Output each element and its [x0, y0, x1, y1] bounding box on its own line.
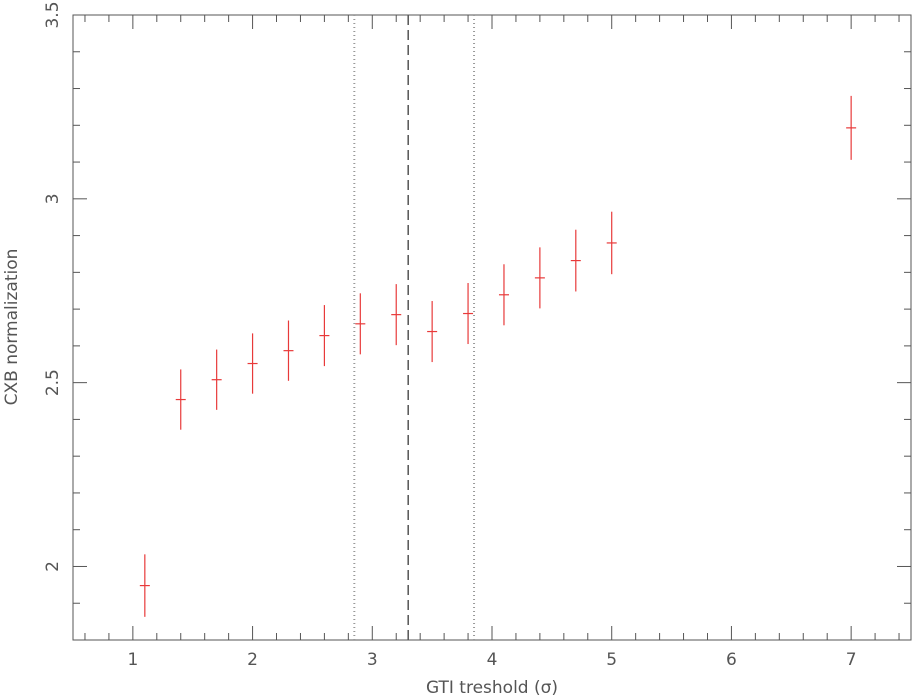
- y-tick-label: 3: [43, 193, 63, 204]
- x-tick-label: 5: [606, 650, 617, 670]
- x-tick-label: 1: [127, 650, 138, 670]
- y-axis-label: CXB normalization: [2, 249, 22, 406]
- x-tick-label: 3: [367, 650, 378, 670]
- y-tick-label: 2.5: [43, 369, 63, 396]
- y-tick-label: 3.5: [43, 1, 63, 28]
- x-tick-label: 6: [726, 650, 737, 670]
- x-tick-label: 2: [247, 650, 258, 670]
- x-axis-label: GTI treshold (σ): [426, 678, 558, 698]
- x-tick-label: 4: [487, 650, 498, 670]
- x-tick-label: 7: [846, 650, 857, 670]
- y-tick-label: 2: [43, 561, 63, 572]
- plot-frame: [72, 14, 912, 641]
